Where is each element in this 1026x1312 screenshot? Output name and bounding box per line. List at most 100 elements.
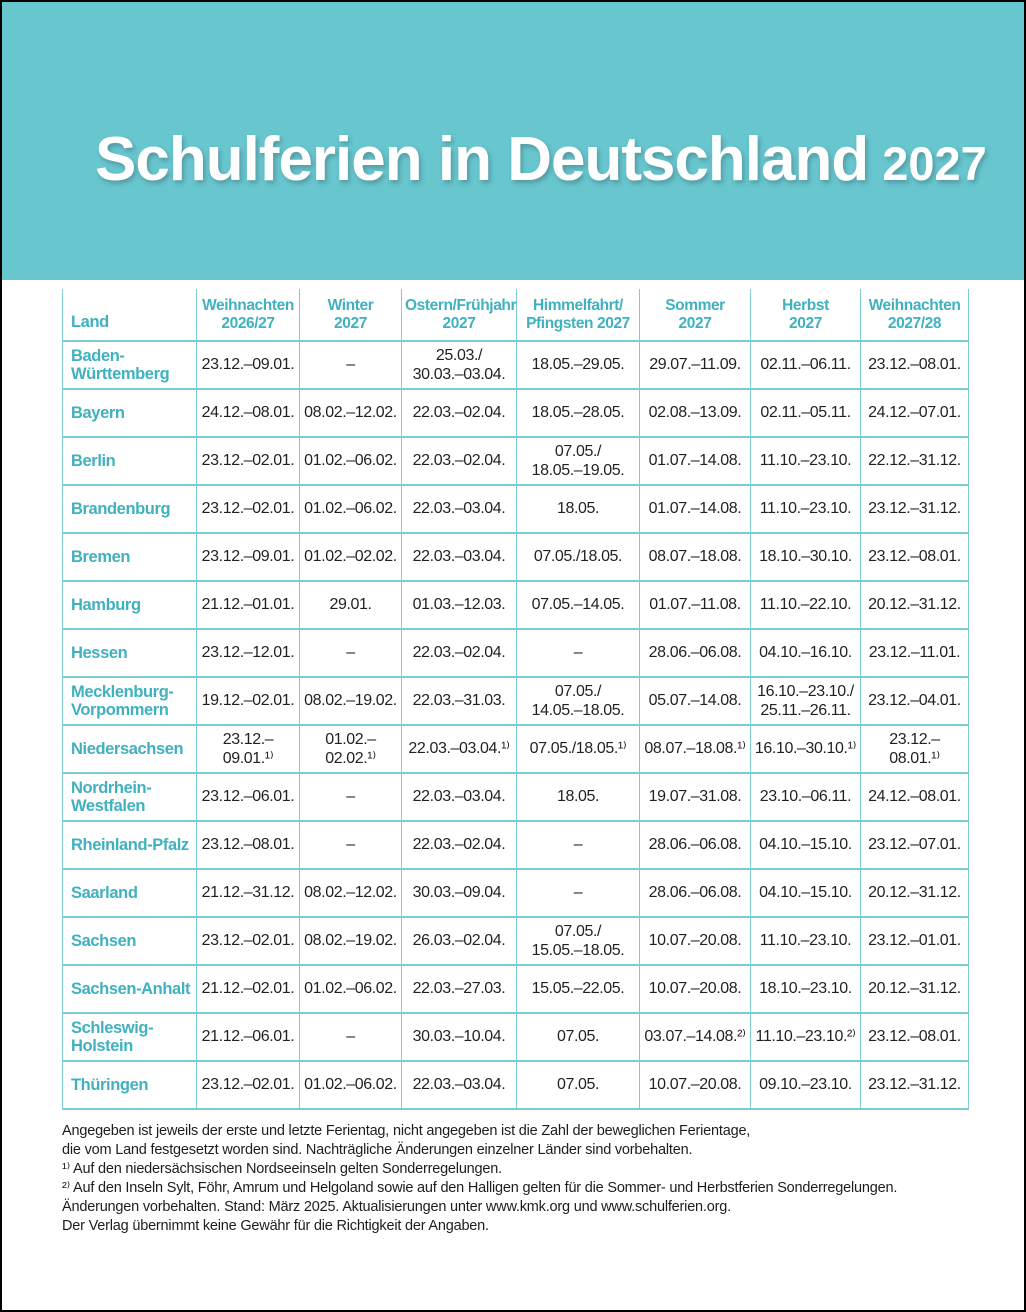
state-name-cell: Saarland <box>62 869 197 918</box>
state-name-cell: Sachsen-Anhalt <box>62 965 197 1014</box>
holiday-date-cell: 18.05.–29.05. <box>516 341 640 390</box>
holiday-date-cell: 20.12.–31.12. <box>860 965 969 1014</box>
holiday-date-cell: 23.12.–08.01. <box>860 533 969 582</box>
holiday-date-cell: – <box>516 821 640 870</box>
holiday-date-cell: 01.02.–02.02. <box>299 533 402 582</box>
holiday-date-cell: 01.02.–06.02. <box>299 1061 402 1110</box>
holiday-date-cell: 23.12.–04.01. <box>860 677 969 726</box>
holiday-date-cell: 07.05./18.05.¹⁾ <box>516 725 640 774</box>
holiday-date-cell: 09.10.–23.10. <box>750 1061 861 1110</box>
holiday-date-cell: 23.12.–02.01. <box>196 1061 300 1110</box>
footnote-line: die vom Land festgesetzt worden sind. Na… <box>62 1142 693 1158</box>
holiday-date-cell: 01.02.–06.02. <box>299 485 402 534</box>
holiday-date-cell: 22.03.–02.04. <box>401 437 517 486</box>
table-row: Sachsen-Anhalt 21.12.–02.01. 01.02.–06.02.… <box>62 965 969 1014</box>
holiday-date-cell: – <box>299 821 402 870</box>
holiday-date-cell: 23.12.–31.12. <box>860 485 969 534</box>
holiday-date-cell: 01.03.–12.03. <box>401 581 517 630</box>
table-row: Thüringen 23.12.–02.01. 01.02.–06.02. 22.03… <box>62 1061 969 1110</box>
holiday-date-cell: 08.07.–18.08.¹⁾ <box>639 725 751 774</box>
holiday-date-cell: 16.10.–23.10./ 25.11.–26.11. <box>750 677 861 726</box>
holiday-date-cell: 18.05. <box>516 773 640 822</box>
table-row: Brandenburg 23.12.–02.01. 01.02.–06.02. 22.… <box>62 485 969 534</box>
holiday-date-cell: 02.11.–05.11. <box>750 389 861 438</box>
holiday-date-cell: 20.12.–31.12. <box>860 581 969 630</box>
holiday-date-cell: 07.05./ 15.05.–18.05. <box>516 917 640 966</box>
holiday-date-cell: 22.12.–31.12. <box>860 437 969 486</box>
holiday-date-cell: 16.10.–30.10.¹⁾ <box>750 725 861 774</box>
holiday-date-cell: 22.03.–02.04. <box>401 629 517 678</box>
holiday-date-cell: 23.12.–07.01. <box>860 821 969 870</box>
holiday-date-cell: 23.12.–09.01.¹⁾ <box>196 725 300 774</box>
holiday-date-cell: 23.12.–08.01. <box>860 1013 969 1062</box>
holiday-date-cell: 23.12.–12.01. <box>196 629 300 678</box>
holiday-date-cell: 22.03.–03.04. <box>401 773 517 822</box>
holiday-date-cell: 11.10.–23.10. <box>750 485 861 534</box>
holiday-date-cell: 15.05.–22.05. <box>516 965 640 1014</box>
holiday-date-cell: 30.03.–09.04. <box>401 869 517 918</box>
state-name-cell: Bayern <box>62 389 197 438</box>
holiday-date-cell: 07.05. <box>516 1013 640 1062</box>
holiday-date-cell: 23.12.–11.01. <box>860 629 969 678</box>
footnotes: Angegeben ist jeweils der erste und letz… <box>62 1122 964 1236</box>
holiday-date-cell: 02.11.–06.11. <box>750 341 861 390</box>
holiday-date-cell: 10.07.–20.08. <box>639 1061 751 1110</box>
table-row: Saarland 21.12.–31.12. 08.02.–12.02. 30.03.… <box>62 869 969 918</box>
state-name-cell: Niedersachsen <box>62 725 197 774</box>
holiday-date-cell: 07.05./18.05. <box>516 533 640 582</box>
state-name-cell: Bremen <box>62 533 197 582</box>
holiday-date-cell: 10.07.–20.08. <box>639 917 751 966</box>
holiday-date-cell: 11.10.–22.10. <box>750 581 861 630</box>
table-row: Mecklenburg- Vorpommern 19.12.–02.01. 08.0… <box>62 677 969 726</box>
holiday-date-cell: 22.03.–03.04.¹⁾ <box>401 725 517 774</box>
holiday-date-cell: 07.05./ 18.05.–19.05. <box>516 437 640 486</box>
table-row: Bayern 24.12.–08.01. 08.02.–12.02. 22.03.–0… <box>62 389 969 438</box>
holiday-date-cell: 08.07.–18.08. <box>639 533 751 582</box>
holiday-date-cell: 29.07.–11.09. <box>639 341 751 390</box>
holiday-date-cell: 23.12.–09.01. <box>196 533 300 582</box>
holiday-date-cell: 02.08.–13.09. <box>639 389 751 438</box>
holiday-date-cell: 28.06.–06.08. <box>639 629 751 678</box>
holiday-date-cell: 22.03.–03.04. <box>401 485 517 534</box>
footnote-line: ¹⁾ Auf den niedersächsischen Nordseeinse… <box>62 1161 502 1177</box>
table-row: Hamburg 21.12.–01.01. 29.01. 01.03.–12.03. 0… <box>62 581 969 630</box>
holiday-date-cell: 01.02.–02.02.¹⁾ <box>299 725 402 774</box>
footnote-line: Der Verlag übernimmt keine Gewähr für di… <box>62 1218 489 1234</box>
table-row: Berlin 23.12.–02.01. 01.02.–06.02. 22.03.–0… <box>62 437 969 486</box>
holiday-date-cell: 24.12.–07.01. <box>860 389 969 438</box>
holiday-date-cell: 23.12.–02.01. <box>196 917 300 966</box>
table-row: Sachsen 23.12.–02.01. 08.02.–19.02. 26.03.–… <box>62 917 969 966</box>
state-name-cell: Sachsen <box>62 917 197 966</box>
holiday-date-cell: 23.12.–02.01. <box>196 485 300 534</box>
holiday-date-cell: 23.12.–06.01. <box>196 773 300 822</box>
holiday-date-cell: 23.12.–08.01. <box>196 821 300 870</box>
holiday-date-cell: 18.10.–23.10. <box>750 965 861 1014</box>
holiday-date-cell: 19.12.–02.01. <box>196 677 300 726</box>
holiday-date-cell: 08.02.–19.02. <box>299 677 402 726</box>
table-row: Niedersachsen 23.12.–09.01.¹⁾ 01.02.–02.02… <box>62 725 969 774</box>
holiday-date-cell: 23.12.–31.12. <box>860 1061 969 1110</box>
holiday-date-cell: 01.07.–14.08. <box>639 485 751 534</box>
holiday-date-cell: 30.03.–10.04. <box>401 1013 517 1062</box>
holiday-date-cell: 08.02.–19.02. <box>299 917 402 966</box>
holiday-date-cell: 28.06.–06.08. <box>639 821 751 870</box>
holiday-date-cell: 24.12.–08.01. <box>196 389 300 438</box>
holiday-date-cell: – <box>516 629 640 678</box>
holiday-date-cell: 22.03.–27.03. <box>401 965 517 1014</box>
school-holidays-table: Land Weihnachten 2026/27 Winter 2027 Ostern… <box>62 289 969 1110</box>
holiday-date-cell: 24.12.–08.01. <box>860 773 969 822</box>
title-banner: Schulferien in Deutschland 2027 <box>2 2 1024 280</box>
holiday-date-cell: 05.07.–14.08. <box>639 677 751 726</box>
table-header-row: Land Weihnachten 2026/27 Winter 2027 Ostern… <box>62 289 969 342</box>
holiday-date-cell: 07.05./ 14.05.–18.05. <box>516 677 640 726</box>
holiday-date-cell: 08.02.–12.02. <box>299 389 402 438</box>
state-name-cell: Brandenburg <box>62 485 197 534</box>
holiday-date-cell: 03.07.–14.08.²⁾ <box>639 1013 751 1062</box>
column-header: Winter 2027 <box>299 289 402 342</box>
holiday-date-cell: 10.07.–20.08. <box>639 965 751 1014</box>
holiday-date-cell: 04.10.–15.10. <box>750 821 861 870</box>
table-row: Baden- Württemberg 23.12.–09.01. –25.03./ … <box>62 341 969 390</box>
table-row: Nordrhein- Westfalen 23.12.–06.01. –22.03.… <box>62 773 969 822</box>
holiday-date-cell: 23.12.–08.01. <box>860 341 969 390</box>
